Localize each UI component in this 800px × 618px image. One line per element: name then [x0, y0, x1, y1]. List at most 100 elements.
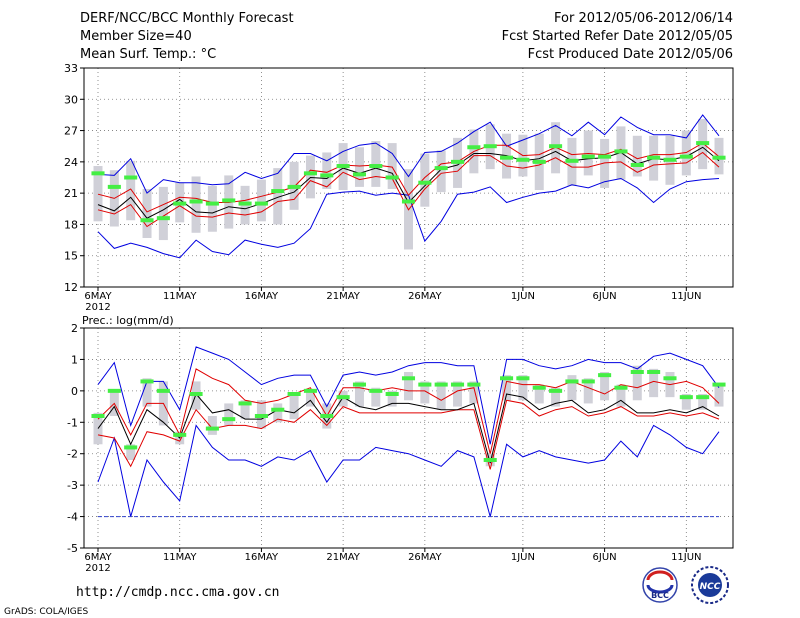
ensemble-box — [551, 387, 561, 407]
observed-marker — [696, 141, 710, 146]
ensemble-box — [354, 147, 364, 187]
ensemble-box — [93, 166, 103, 222]
observed-marker — [532, 385, 546, 390]
observed-marker — [320, 173, 334, 178]
forecast-period: For 2012/05/06-2012/06/14 — [554, 11, 733, 26]
y-tick-label: 1 — [71, 353, 78, 366]
observed-marker — [614, 385, 628, 390]
temperature-panel: 12 15 18 21 24 27 30 33 6MAY 11MAY 16MAY 21MAY 26MAY… — [64, 62, 734, 313]
ensemble-box — [469, 381, 479, 404]
x-tick-label: 11JUN — [671, 552, 701, 563]
x-tick-label: 6JUN — [593, 552, 617, 563]
ensemble-box — [207, 185, 217, 232]
y-tick-label: -2 — [67, 448, 78, 461]
observed-marker — [434, 166, 448, 171]
observed-marker — [156, 388, 170, 393]
observed-marker — [434, 382, 448, 387]
y-tick-label: 2 — [71, 322, 78, 335]
observed-marker — [254, 201, 268, 206]
ensemble-box — [273, 168, 283, 225]
observed-marker — [287, 392, 301, 396]
observed-marker — [173, 432, 187, 437]
x-tick-label: 21MAY — [326, 291, 360, 302]
observed-marker — [614, 149, 628, 154]
observed-marker — [401, 199, 416, 204]
x-year-label: 2012 — [85, 563, 110, 574]
ensemble-box — [681, 394, 691, 410]
y-tick-label: 12 — [64, 281, 78, 294]
y-tick-label: 18 — [64, 218, 78, 231]
observed-marker — [647, 155, 661, 160]
x-tick-label: 1JUN — [511, 552, 535, 563]
ensemble-box — [240, 400, 250, 420]
ensemble-box — [256, 179, 266, 222]
ensemble-box — [387, 390, 397, 407]
observed-marker — [271, 189, 285, 194]
observed-marker — [271, 407, 285, 412]
ensemble-box — [453, 381, 463, 407]
variable-label: Mean Surf. Temp.: °C — [80, 47, 216, 62]
observed-marker — [467, 145, 481, 150]
ensemble-box — [420, 153, 430, 207]
source-url: http://cmdp.ncc.cma.gov.cn — [76, 585, 280, 600]
series-line-max — [97, 346, 720, 445]
x-tick-label: 1JUN — [511, 291, 535, 302]
ensemble-box — [583, 378, 593, 404]
observed-marker — [647, 370, 661, 374]
ensemble-box — [305, 155, 315, 199]
y-tick-label: -1 — [67, 416, 78, 429]
observed-marker — [303, 388, 317, 393]
ensemble-box — [158, 186, 168, 241]
observed-marker — [549, 388, 563, 393]
y-tick-label: 15 — [64, 250, 78, 263]
observed-marker — [369, 388, 383, 393]
ensemble-box — [518, 375, 528, 401]
observed-marker — [712, 382, 726, 387]
observed-marker — [352, 382, 367, 387]
observed-marker — [205, 426, 219, 431]
observed-marker — [124, 445, 138, 450]
x-tick-label: 11JUN — [671, 291, 701, 302]
observed-marker — [500, 376, 514, 381]
observed-marker — [238, 201, 252, 206]
ensemble-box — [649, 368, 659, 398]
observed-marker — [516, 376, 530, 381]
observed-marker — [500, 155, 514, 160]
observed-marker — [91, 171, 105, 176]
ensemble-box — [371, 141, 381, 187]
x-tick-label: 6JUN — [593, 291, 617, 302]
observed-marker — [549, 144, 563, 149]
observed-marker — [598, 154, 612, 159]
ensemble-box — [207, 416, 217, 435]
plot-frame — [83, 327, 734, 549]
ensemble-box — [126, 444, 136, 460]
observed-marker — [450, 382, 465, 387]
observed-marker — [385, 392, 399, 396]
ncc-logo: NCC — [691, 566, 729, 604]
observed-marker — [352, 172, 367, 177]
y-tick-label: -5 — [67, 542, 78, 555]
observed-marker — [222, 417, 236, 422]
ensemble-box — [142, 188, 152, 238]
observed-marker — [598, 373, 612, 378]
y-tick-label: 24 — [64, 156, 78, 169]
ensemble-box — [305, 390, 315, 407]
observed-marker — [581, 154, 595, 159]
ensemble-box — [583, 130, 593, 176]
series-line-spread-low — [97, 151, 720, 228]
x-tick-label: 16MAY — [245, 291, 279, 302]
observed-marker — [336, 164, 350, 169]
observed-marker — [156, 216, 170, 221]
y-tick-label: 21 — [64, 187, 78, 200]
observed-marker — [140, 379, 154, 384]
observed-marker — [222, 198, 236, 203]
ensemble-box — [436, 150, 446, 193]
ensemble-box — [632, 135, 642, 177]
observed-marker — [320, 414, 334, 418]
x-tick-label: 6MAY — [84, 552, 112, 563]
y-tick-label: 30 — [64, 93, 78, 106]
observed-marker — [336, 395, 350, 400]
y-tick-label: 33 — [64, 62, 78, 75]
